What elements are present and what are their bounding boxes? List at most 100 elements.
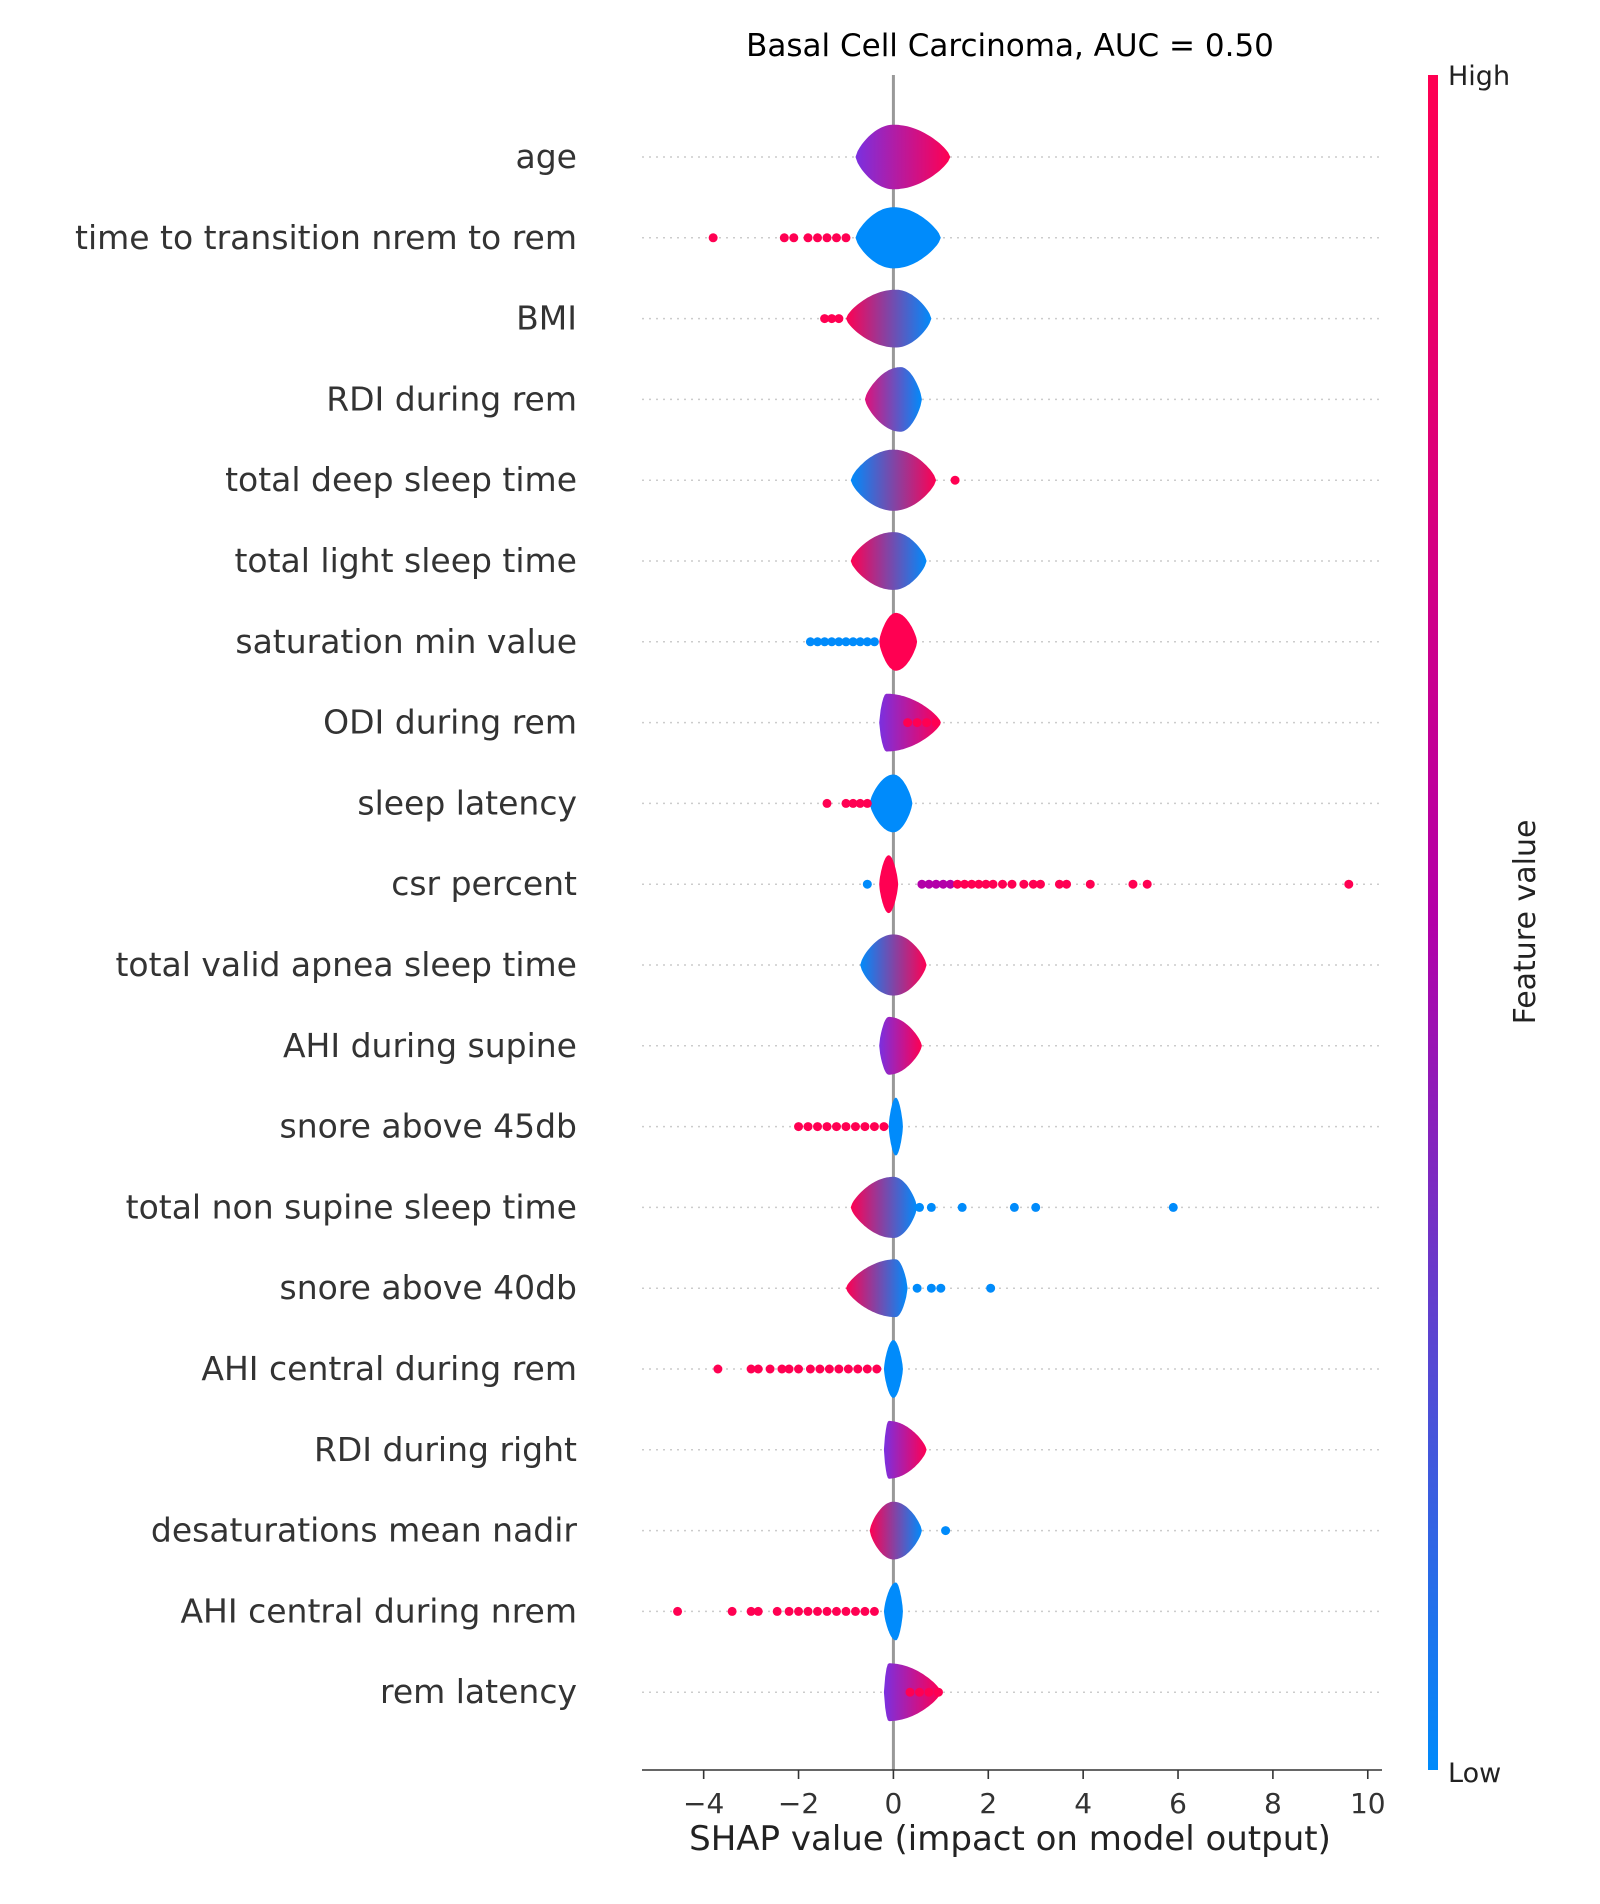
data-point <box>713 1364 723 1374</box>
data-point <box>848 798 858 808</box>
data-point <box>860 1122 870 1132</box>
data-point <box>822 1606 832 1616</box>
data-point <box>805 1364 815 1374</box>
data-point <box>912 1283 922 1293</box>
violin-body <box>864 367 922 432</box>
violin-body <box>869 774 913 833</box>
data-point <box>1142 879 1152 889</box>
data-point <box>794 1606 804 1616</box>
data-point <box>952 879 962 889</box>
feature-label: saturation min value <box>235 622 577 661</box>
data-point <box>841 233 851 243</box>
data-point <box>789 233 799 243</box>
colorbar <box>1428 75 1438 1770</box>
violin-body <box>883 1582 903 1641</box>
data-point <box>1054 879 1064 889</box>
data-point <box>841 1122 851 1132</box>
data-point <box>746 1606 756 1616</box>
violin-body <box>855 207 941 269</box>
x-axis-ticks: −4 −2 0 2 4 6 8 10 <box>683 1770 1386 1820</box>
data-point <box>848 637 858 647</box>
data-point <box>922 718 932 728</box>
data-point <box>981 879 991 889</box>
violin-body <box>855 124 951 190</box>
data-point <box>831 1606 841 1616</box>
data-point <box>813 1606 823 1616</box>
data-point <box>915 1202 924 1212</box>
data-point <box>933 1687 943 1697</box>
data-point <box>1019 879 1029 889</box>
data-point <box>1009 1202 1019 1212</box>
data-point <box>862 879 872 889</box>
violin-body <box>879 855 899 914</box>
data-point <box>673 1606 683 1616</box>
data-point <box>827 637 837 647</box>
data-point <box>1128 879 1138 889</box>
feature-label: AHI central during rem <box>201 1349 577 1388</box>
data-point <box>803 233 813 243</box>
data-point <box>998 879 1008 889</box>
feature-label: RDI during right <box>314 1430 577 1469</box>
violin-body <box>869 1501 922 1560</box>
data-point <box>827 314 837 324</box>
colorbar-high-label: High <box>1448 61 1510 92</box>
violin-body <box>846 1259 908 1318</box>
feature-label: csr percent <box>391 864 577 903</box>
data-point <box>917 879 927 889</box>
data-point <box>1085 879 1095 889</box>
x-tick-label: 10 <box>1350 1787 1386 1820</box>
data-point <box>753 1606 763 1616</box>
data-point <box>824 1364 834 1374</box>
x-tick-label: 6 <box>1169 1787 1187 1820</box>
data-point <box>855 637 865 647</box>
data-point <box>779 233 789 243</box>
data-point <box>931 879 941 889</box>
x-tick-label: 2 <box>979 1787 997 1820</box>
data-point <box>1007 879 1017 889</box>
data-point <box>777 1364 787 1374</box>
data-point <box>746 1364 756 1374</box>
violin-body <box>846 289 932 348</box>
feature-label: total valid apnea sleep time <box>115 945 577 984</box>
data-point <box>862 798 872 808</box>
data-point <box>926 1202 936 1212</box>
data-point <box>794 1364 804 1374</box>
data-point <box>850 1122 860 1132</box>
colorbar-title: Feature value <box>1508 820 1543 1025</box>
x-tick-label: 4 <box>1074 1787 1092 1820</box>
feature-label: RDI during rem <box>326 379 577 418</box>
data-point <box>945 879 955 889</box>
violin-body <box>883 1340 903 1398</box>
feature-label: total light sleep time <box>234 541 577 580</box>
data-point <box>815 1364 825 1374</box>
outlier-points <box>673 233 1354 1697</box>
violin-body <box>850 532 927 590</box>
x-axis-label: SHAP value (impact on model output) <box>689 1819 1331 1859</box>
feature-label: time to transition nrem to rem <box>75 218 577 257</box>
data-point <box>869 1122 879 1132</box>
violin-body <box>888 1097 903 1156</box>
feature-label: ODI during rem <box>323 703 577 742</box>
feature-label: snore above 45db <box>280 1107 578 1146</box>
data-point <box>1062 879 1072 889</box>
data-point <box>905 1687 915 1697</box>
data-point <box>834 637 844 647</box>
data-point <box>950 475 960 485</box>
data-point <box>841 798 851 808</box>
data-point <box>967 879 977 889</box>
feature-label: sleep latency <box>357 783 577 822</box>
data-point <box>974 879 984 889</box>
data-point <box>941 1526 951 1536</box>
data-point <box>926 1283 936 1293</box>
violin-body <box>879 612 918 671</box>
data-point <box>727 1606 737 1616</box>
data-point <box>855 798 865 808</box>
feature-label: age <box>516 137 577 176</box>
data-point <box>831 1122 841 1132</box>
data-point <box>869 637 879 647</box>
data-point <box>1035 879 1045 889</box>
feature-label: AHI central during nrem <box>180 1591 577 1630</box>
data-point <box>803 1122 813 1132</box>
x-tick-label: 8 <box>1264 1787 1282 1820</box>
